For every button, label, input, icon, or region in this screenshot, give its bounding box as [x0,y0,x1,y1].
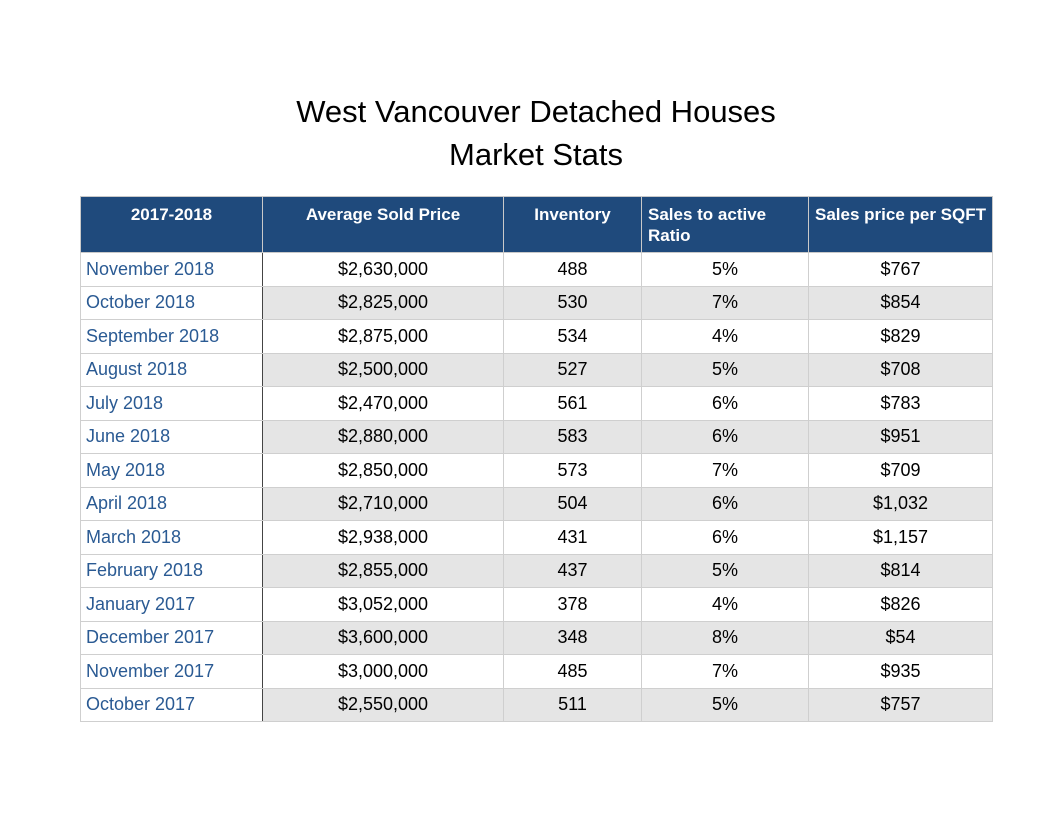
month-cell: April 2018 [80,486,263,521]
average-sold-price-cell: $2,630,000 [262,252,504,287]
month-cell: March 2018 [80,520,263,555]
table-row: November 2018 $2,630,000 488 5% $767 [80,252,993,287]
sales-price-per-sqft-cell: $951 [808,419,993,454]
average-sold-price-cell: $2,470,000 [262,386,504,421]
average-sold-price-cell: $3,600,000 [262,620,504,655]
inventory-cell: 530 [503,285,642,320]
average-sold-price-cell: $2,938,000 [262,520,504,555]
month-cell: June 2018 [80,419,263,454]
sales-price-per-sqft-cell: $814 [808,553,993,588]
sales-price-per-sqft-cell: $767 [808,252,993,287]
average-sold-price-cell: $2,880,000 [262,419,504,454]
inventory-cell: 527 [503,352,642,387]
table-row: December 2017 $3,600,000 348 8% $54 [80,620,993,655]
column-header-period: 2017-2018 [80,196,263,253]
sales-price-per-sqft-cell: $54 [808,620,993,655]
column-header-inventory: Inventory [503,196,642,253]
average-sold-price-cell: $2,500,000 [262,352,504,387]
column-header-sales-to-active-ratio: Sales to active Ratio [641,196,809,253]
table-row: January 2017 $3,052,000 378 4% $826 [80,587,993,622]
inventory-cell: 534 [503,319,642,354]
inventory-cell: 431 [503,520,642,555]
sales-to-active-ratio-cell: 7% [641,285,809,320]
sales-price-per-sqft-cell: $783 [808,386,993,421]
table-row: March 2018 $2,938,000 431 6% $1,157 [80,520,993,555]
sales-to-active-ratio-cell: 6% [641,486,809,521]
sales-to-active-ratio-cell: 4% [641,587,809,622]
month-cell: October 2018 [80,285,263,320]
chart-title-line-1: West Vancouver Detached Houses [296,94,776,129]
table-body: November 2018 $2,630,000 488 5% $767 October … [80,252,993,722]
inventory-cell: 488 [503,252,642,287]
sales-to-active-ratio-cell: 4% [641,319,809,354]
chart-title-line-2: Market Stats [449,137,623,172]
table-row: September 2018 $2,875,000 534 4% $829 [80,319,993,354]
table-row: June 2018 $2,880,000 583 6% $951 [80,419,993,454]
inventory-cell: 348 [503,620,642,655]
month-cell: September 2018 [80,319,263,354]
table-row: July 2018 $2,470,000 561 6% $783 [80,386,993,421]
sales-price-per-sqft-cell: $854 [808,285,993,320]
inventory-cell: 583 [503,419,642,454]
sales-to-active-ratio-cell: 5% [641,553,809,588]
table-row: May 2018 $2,850,000 573 7% $709 [80,453,993,488]
month-cell: February 2018 [80,553,263,588]
sales-to-active-ratio-cell: 7% [641,453,809,488]
average-sold-price-cell: $2,875,000 [262,319,504,354]
table-row: August 2018 $2,500,000 527 5% $708 [80,352,993,387]
table-row: November 2017 $3,000,000 485 7% $935 [80,654,993,689]
inventory-cell: 378 [503,587,642,622]
sales-to-active-ratio-cell: 6% [641,386,809,421]
header-row: 2017-2018 Average Sold Price Inventory S… [80,196,993,253]
month-cell: November 2018 [80,252,263,287]
average-sold-price-cell: $2,850,000 [262,453,504,488]
average-sold-price-cell: $2,550,000 [262,687,504,722]
sales-price-per-sqft-cell: $709 [808,453,993,488]
column-header-sales-price-per-sqft: Sales price per SQFT [808,196,993,253]
sales-to-active-ratio-cell: 5% [641,687,809,722]
table-row: February 2018 $2,855,000 437 5% $814 [80,553,993,588]
sales-to-active-ratio-cell: 6% [641,520,809,555]
month-cell: July 2018 [80,386,263,421]
table-row: October 2018 $2,825,000 530 7% $854 [80,285,993,320]
sales-price-per-sqft-cell: $708 [808,352,993,387]
sales-to-active-ratio-cell: 8% [641,620,809,655]
sales-price-per-sqft-cell: $757 [808,687,993,722]
chart-title: West Vancouver Detached Houses Market St… [0,90,1063,176]
inventory-cell: 573 [503,453,642,488]
average-sold-price-cell: $2,855,000 [262,553,504,588]
month-cell: May 2018 [80,453,263,488]
sales-to-active-ratio-cell: 6% [641,419,809,454]
table-row: April 2018 $2,710,000 504 6% $1,032 [80,486,993,521]
month-cell: August 2018 [80,352,263,387]
sales-price-per-sqft-cell: $826 [808,587,993,622]
sales-price-per-sqft-cell: $935 [808,654,993,689]
inventory-cell: 511 [503,687,642,722]
average-sold-price-cell: $3,052,000 [262,587,504,622]
market-stats-table: 2017-2018 Average Sold Price Inventory S… [80,196,993,722]
inventory-cell: 485 [503,654,642,689]
sales-to-active-ratio-cell: 7% [641,654,809,689]
inventory-cell: 561 [503,386,642,421]
average-sold-price-cell: $3,000,000 [262,654,504,689]
table-header: 2017-2018 Average Sold Price Inventory S… [80,196,993,253]
average-sold-price-cell: $2,710,000 [262,486,504,521]
month-cell: October 2017 [80,687,263,722]
column-header-average-sold-price: Average Sold Price [262,196,504,253]
month-cell: January 2017 [80,587,263,622]
sales-to-active-ratio-cell: 5% [641,252,809,287]
month-cell: December 2017 [80,620,263,655]
inventory-cell: 504 [503,486,642,521]
sales-price-per-sqft-cell: $1,032 [808,486,993,521]
sales-to-active-ratio-cell: 5% [641,352,809,387]
inventory-cell: 437 [503,553,642,588]
sales-price-per-sqft-cell: $829 [808,319,993,354]
sales-price-per-sqft-cell: $1,157 [808,520,993,555]
month-cell: November 2017 [80,654,263,689]
table-row: October 2017 $2,550,000 511 5% $757 [80,687,993,722]
average-sold-price-cell: $2,825,000 [262,285,504,320]
